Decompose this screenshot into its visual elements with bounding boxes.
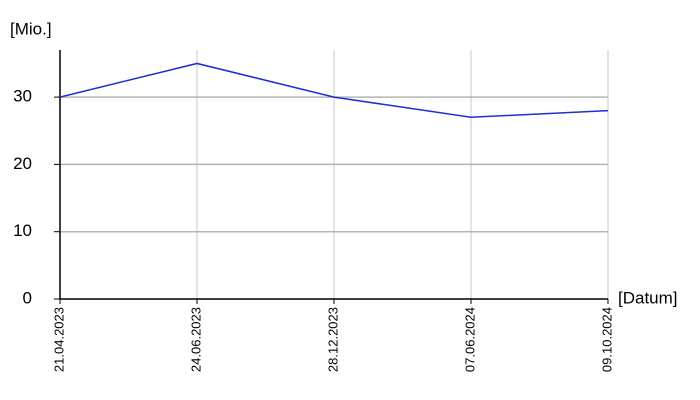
x-tick-label: 21.04.2023 — [51, 307, 66, 372]
y-tick-label: 30 — [13, 87, 32, 106]
x-tick-label: 24.06.2023 — [188, 307, 203, 372]
x-tick-label: 07.06.2024 — [462, 307, 477, 372]
x-tick-label: 09.10.2024 — [599, 307, 614, 372]
x-tick-label: 28.12.2023 — [325, 307, 340, 372]
y-tick-label: 0 — [23, 288, 32, 307]
y-tick-label: 10 — [13, 221, 32, 240]
x-axis-label: [Datum] — [618, 288, 678, 307]
y-axis-label: [Mio.] — [10, 19, 52, 38]
y-tick-label: 20 — [13, 154, 32, 173]
data-line — [59, 62, 609, 119]
